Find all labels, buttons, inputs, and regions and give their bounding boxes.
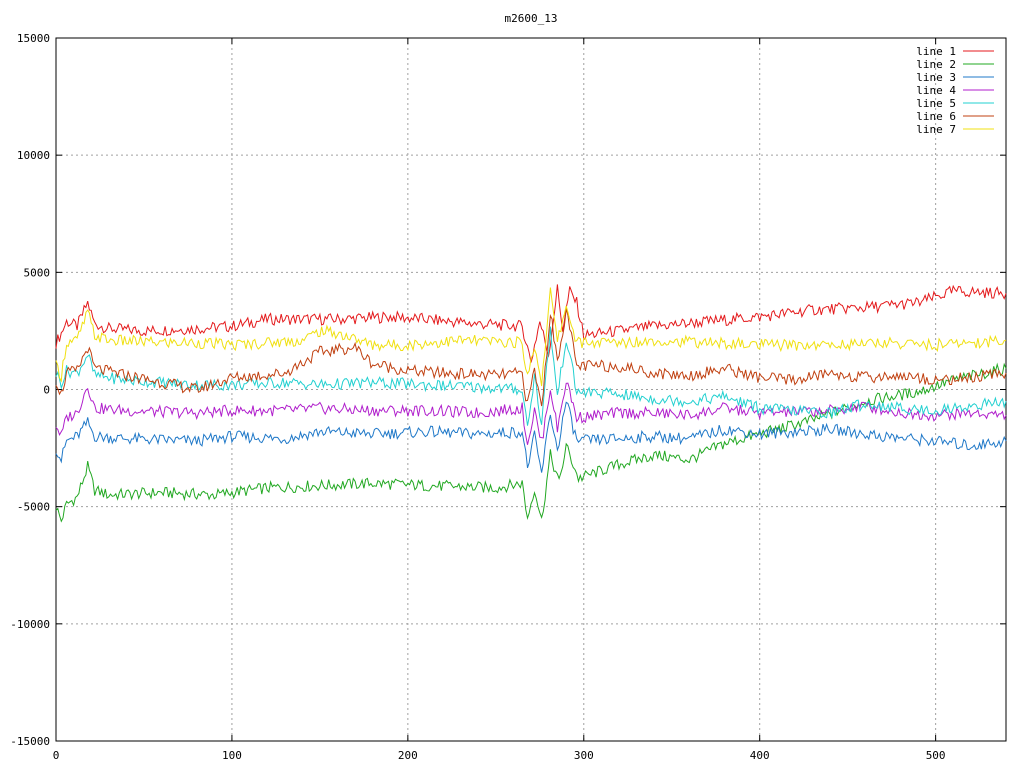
- y-tick-label: -5000: [17, 501, 50, 514]
- x-tick-label: 300: [574, 749, 594, 762]
- grid-lines: [56, 38, 1006, 741]
- series-line-7: [55, 287, 1007, 387]
- series-line-3: [55, 401, 1007, 473]
- x-tick-label: 400: [750, 749, 770, 762]
- x-tick-label: 200: [398, 749, 418, 762]
- legend-label: line 4: [916, 84, 956, 97]
- axis-ticks: [55, 37, 1006, 742]
- legend-label: line 5: [916, 97, 956, 110]
- legend-label: line 1: [916, 45, 956, 58]
- y-tick-label: 0: [43, 384, 50, 397]
- series-line-6: [55, 308, 1007, 407]
- y-tick-label: 10000: [17, 149, 50, 162]
- legend-label: line 7: [916, 123, 956, 136]
- y-axis-tick-labels: 15000 10000 5000 0 -5000 -10000 -15000: [10, 32, 50, 748]
- x-tick-label: 0: [53, 749, 60, 762]
- x-tick-label: 500: [926, 749, 946, 762]
- x-tick-label: 100: [222, 749, 242, 762]
- y-tick-label: 5000: [24, 266, 51, 279]
- chart-title: m2600_13: [505, 12, 558, 25]
- legend-label: line 6: [916, 110, 956, 123]
- series-line-5: [55, 326, 1007, 426]
- series-line-1: [55, 284, 1007, 363]
- x-axis-tick-labels: 0 100 200 300 400 500: [53, 749, 946, 762]
- series-lines: [55, 284, 1007, 523]
- y-tick-label: -10000: [10, 618, 50, 631]
- y-tick-label: 15000: [17, 32, 50, 45]
- legend-label: line 2: [916, 58, 956, 71]
- series-line-4: [55, 382, 1007, 445]
- legend-label: line 3: [916, 71, 956, 84]
- y-tick-label: -15000: [10, 735, 50, 748]
